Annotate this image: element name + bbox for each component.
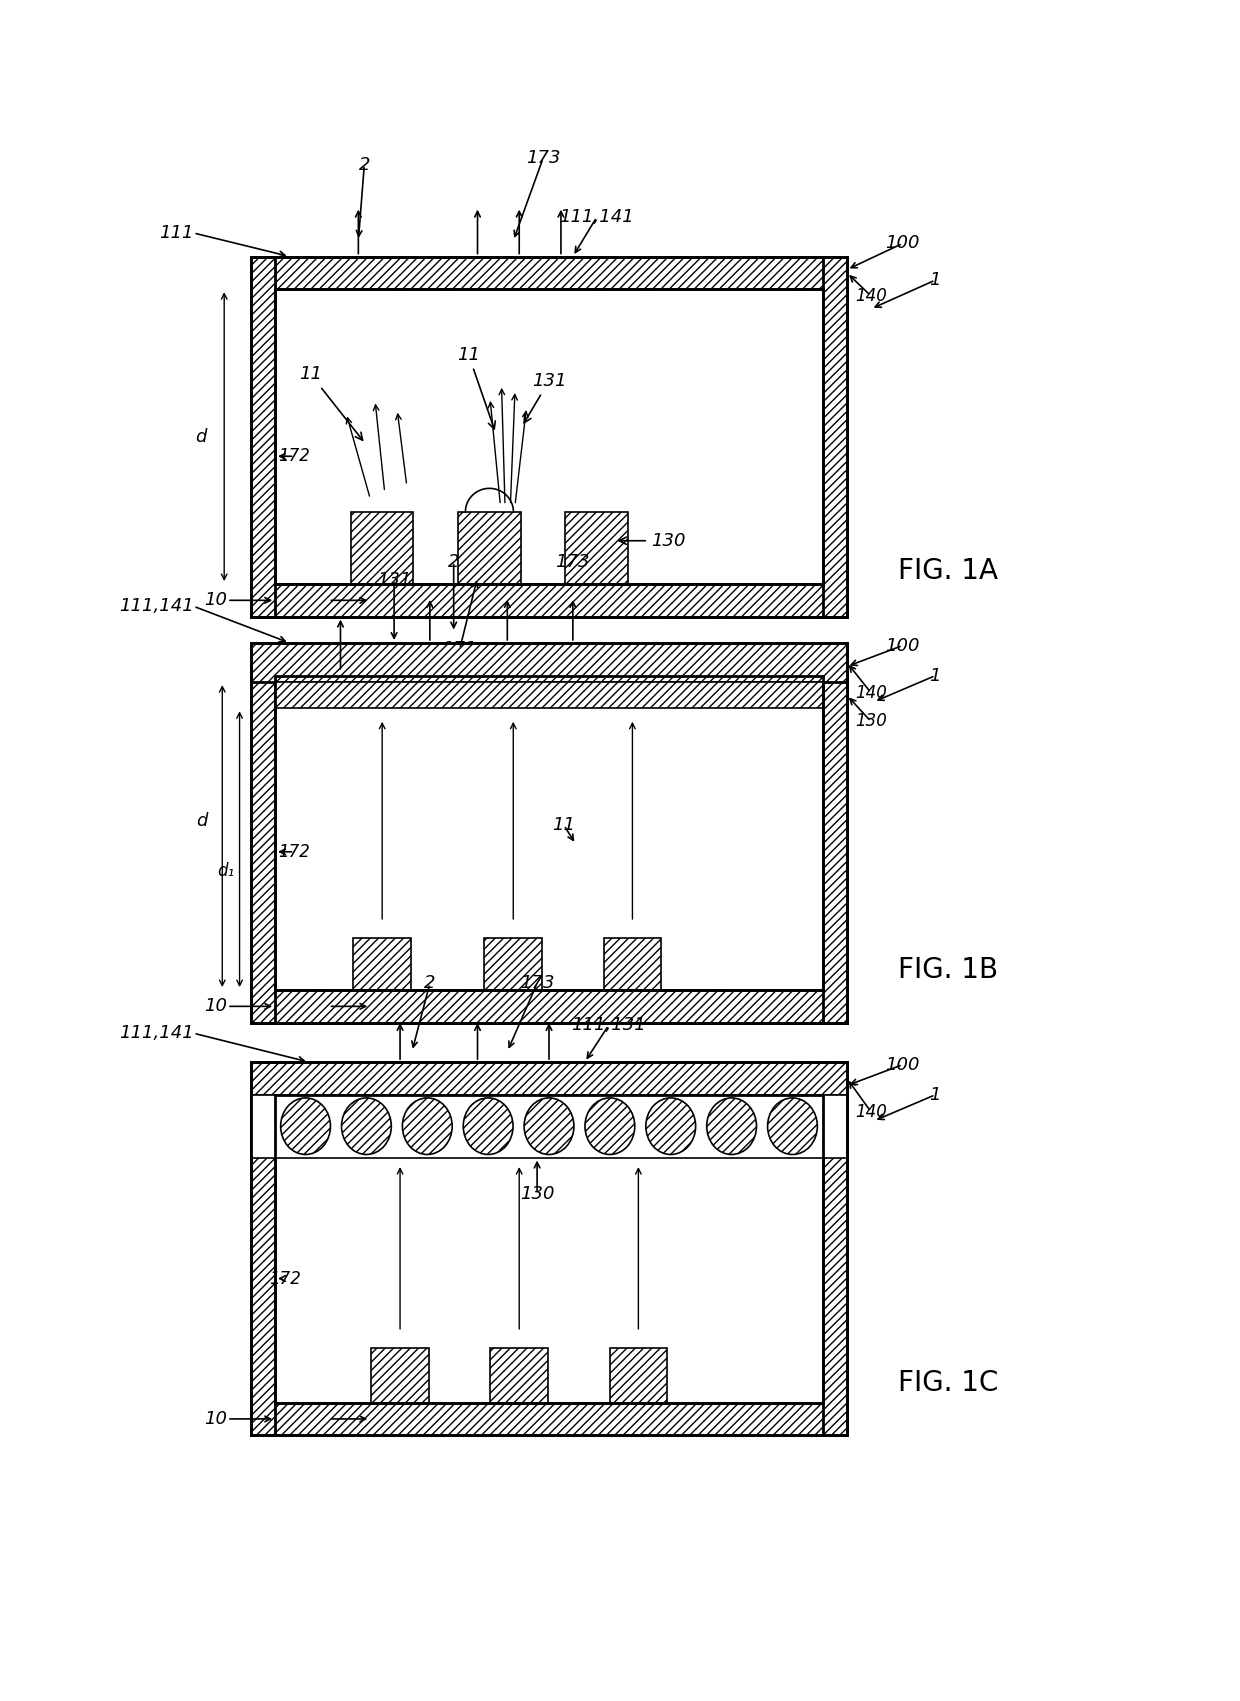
Bar — [275, 675, 823, 990]
Text: FIG. 1A: FIG. 1A — [898, 556, 998, 585]
Text: 11: 11 — [299, 366, 362, 441]
Bar — [250, 583, 847, 617]
Text: 170: 170 — [324, 663, 357, 680]
Text: FIG. 1C: FIG. 1C — [898, 1369, 998, 1397]
Bar — [353, 937, 410, 990]
Bar — [250, 1061, 847, 1436]
Bar — [250, 257, 847, 617]
Text: 131: 131 — [377, 572, 412, 589]
Text: 173: 173 — [556, 553, 590, 572]
Text: 100: 100 — [885, 636, 920, 655]
Ellipse shape — [585, 1097, 635, 1155]
Bar — [275, 682, 823, 708]
Text: FIG. 1B: FIG. 1B — [898, 956, 998, 985]
Bar — [610, 1347, 667, 1403]
Text: 111,141: 111,141 — [559, 208, 634, 226]
Text: d₁: d₁ — [218, 862, 234, 879]
Text: d: d — [196, 427, 207, 446]
Text: 10: 10 — [205, 997, 227, 1015]
Text: 130: 130 — [520, 1186, 554, 1203]
Bar — [275, 1158, 823, 1403]
Text: 1: 1 — [930, 270, 941, 289]
Bar — [250, 643, 847, 682]
Bar — [250, 1095, 847, 1158]
Bar — [490, 1347, 548, 1403]
Ellipse shape — [646, 1097, 696, 1155]
Bar — [250, 257, 847, 289]
Text: 173: 173 — [520, 975, 554, 992]
Bar — [250, 643, 847, 1022]
Bar — [823, 257, 847, 617]
Ellipse shape — [464, 1097, 513, 1155]
Text: 131: 131 — [525, 373, 567, 424]
Text: 172: 172 — [269, 1269, 300, 1288]
Ellipse shape — [341, 1097, 392, 1155]
Text: 11: 11 — [552, 816, 575, 833]
Bar — [275, 1095, 823, 1403]
Ellipse shape — [280, 1097, 330, 1155]
Text: 140: 140 — [856, 1102, 887, 1121]
Ellipse shape — [768, 1097, 817, 1155]
Text: 111,131: 111,131 — [572, 1015, 646, 1034]
Text: 140: 140 — [856, 684, 887, 703]
Bar — [351, 512, 413, 583]
Bar — [250, 1403, 847, 1436]
Bar — [823, 643, 847, 1022]
Text: 10: 10 — [205, 592, 227, 609]
Text: 100: 100 — [885, 235, 920, 252]
Bar — [250, 643, 275, 1022]
Text: 11: 11 — [458, 345, 495, 429]
Ellipse shape — [525, 1097, 574, 1155]
Text: 2: 2 — [358, 156, 370, 174]
Bar — [250, 257, 275, 617]
Bar — [250, 1061, 275, 1436]
Text: 1: 1 — [930, 1085, 941, 1104]
Bar — [485, 937, 542, 990]
Bar — [604, 937, 661, 990]
Text: 130: 130 — [856, 713, 887, 730]
Text: 130: 130 — [619, 532, 686, 549]
Text: 10: 10 — [205, 1410, 227, 1427]
Bar — [250, 1061, 847, 1095]
Text: 172: 172 — [279, 842, 310, 861]
Text: 100: 100 — [885, 1056, 920, 1073]
Text: 2: 2 — [448, 553, 460, 572]
Text: 172: 172 — [279, 447, 310, 466]
Text: d: d — [196, 813, 208, 830]
Bar — [459, 512, 521, 583]
Bar — [565, 512, 627, 583]
Bar — [371, 1347, 429, 1403]
Bar — [275, 289, 823, 583]
Bar — [275, 289, 823, 583]
Ellipse shape — [403, 1097, 453, 1155]
Ellipse shape — [707, 1097, 756, 1155]
Text: 111,141: 111,141 — [119, 597, 193, 616]
Bar — [823, 1061, 847, 1436]
Text: 173: 173 — [526, 150, 560, 167]
Text: 2: 2 — [424, 975, 435, 992]
Text: 140: 140 — [856, 287, 887, 304]
Text: 1: 1 — [930, 667, 941, 684]
Text: 111: 111 — [159, 225, 193, 242]
Text: 111,141: 111,141 — [119, 1024, 193, 1043]
Bar — [275, 708, 823, 990]
Bar — [250, 990, 847, 1022]
Text: 171: 171 — [443, 641, 477, 658]
